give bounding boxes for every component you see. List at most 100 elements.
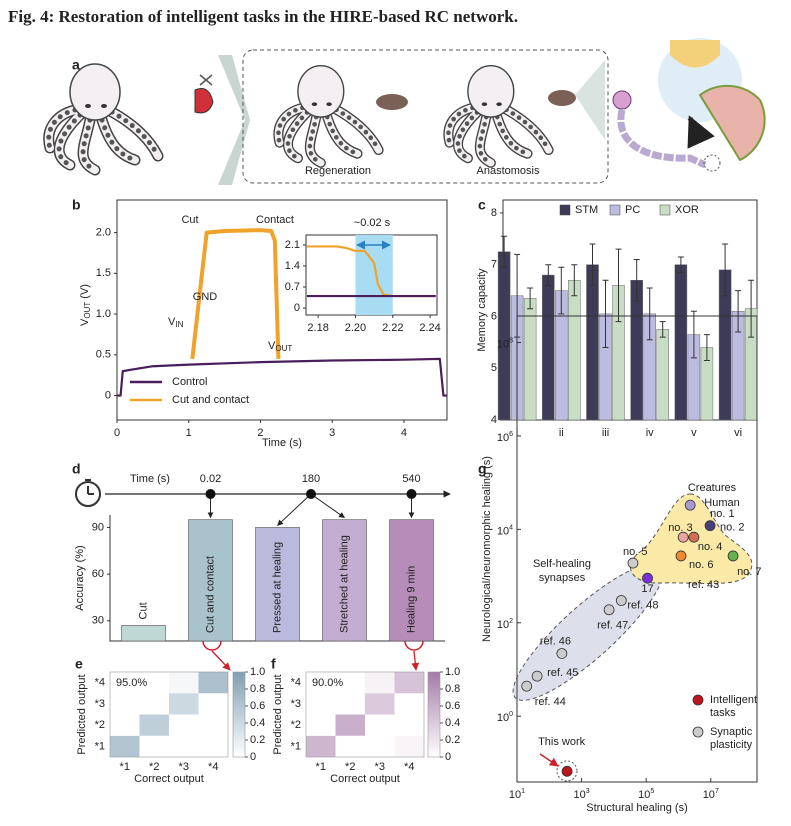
y-tick-label: 90 xyxy=(92,521,104,533)
bar xyxy=(674,264,688,421)
tick-base: 10 xyxy=(497,432,509,444)
caption: Anastomosis xyxy=(477,165,540,177)
colorbar-tick-label: 1.0 xyxy=(445,666,460,678)
error-bar xyxy=(646,287,653,341)
caption: Regeneration xyxy=(305,165,371,177)
colorbar-tick-label: 0.2 xyxy=(250,734,265,746)
y-tick-label: 2.1 xyxy=(285,239,300,251)
y-tick-label: 2.0 xyxy=(96,226,111,238)
colorbar-tick-label: 0.6 xyxy=(250,700,265,712)
y-tick-label: 60 xyxy=(92,568,104,580)
tick-base: 10 xyxy=(497,338,509,350)
point-label: ref. 47 xyxy=(597,620,628,632)
tick-base: 10 xyxy=(703,789,715,801)
arrow xyxy=(539,753,559,767)
point xyxy=(684,499,696,511)
bar-label: Healing 9 min xyxy=(405,566,417,633)
series-line xyxy=(190,228,281,360)
tick-base: 10 xyxy=(509,789,521,801)
heat-cell xyxy=(139,672,169,694)
heat-cell xyxy=(169,693,199,715)
error-bar xyxy=(703,334,710,361)
x-axis-label: Correct output xyxy=(134,773,204,785)
panel-label: c xyxy=(478,197,486,213)
heat-cell xyxy=(139,735,169,757)
y-axis-label-main: V xyxy=(79,318,91,326)
error-bar xyxy=(722,243,729,297)
heat-cell xyxy=(365,714,395,736)
y-axis-label: Memory capacity xyxy=(476,268,488,352)
neuron-end xyxy=(703,154,721,172)
legend-label: PC xyxy=(625,204,640,216)
bar xyxy=(322,519,367,642)
point-label: This work xyxy=(538,736,586,748)
x-tick-label: 0 xyxy=(114,427,120,439)
legend-swatch xyxy=(559,204,571,216)
bar xyxy=(523,298,537,421)
heat-cell xyxy=(169,735,199,757)
y-tick-label: *4 xyxy=(95,677,105,689)
y-axis-label: Predicted output xyxy=(76,674,88,754)
y-tick-label: *2 xyxy=(291,719,301,731)
point xyxy=(521,680,533,692)
plot-frame xyxy=(516,315,758,783)
timeline-arrow xyxy=(310,493,345,519)
error-bar xyxy=(748,279,755,338)
muscle xyxy=(698,84,766,162)
heat-cell xyxy=(365,672,395,694)
y-axis-label: VOUT (V) xyxy=(79,284,92,326)
error-bar xyxy=(659,321,666,338)
bar-label: Cut xyxy=(137,602,149,619)
point xyxy=(627,557,639,569)
bar xyxy=(656,329,669,421)
chevron xyxy=(218,55,250,185)
colorbar xyxy=(427,671,441,758)
tick-exponent: 0 xyxy=(509,711,513,718)
point-label: no. 3 xyxy=(668,522,692,534)
y-axis-label-unit: (V) xyxy=(79,284,91,302)
heat-cell xyxy=(394,735,424,757)
y-tick-label: 0 xyxy=(105,389,111,401)
tick-label: 100 xyxy=(497,711,513,724)
heat-frame xyxy=(305,671,425,758)
x-tick-label: v xyxy=(691,427,697,439)
heat-cell xyxy=(110,735,140,757)
x-tick-label: 2.18 xyxy=(307,322,328,334)
tick-exponent: 5 xyxy=(650,788,654,795)
annotation: Creatures xyxy=(688,482,737,494)
annotation: Contact xyxy=(256,214,294,226)
colorbar-tick-label: 0.4 xyxy=(250,717,265,729)
x-tick-label: *3 xyxy=(179,761,189,773)
error-bar xyxy=(558,266,565,315)
legend-label: plasticity xyxy=(710,739,753,751)
error-bar xyxy=(545,264,552,286)
colorbar-tick-label: 0.2 xyxy=(445,734,460,746)
point-label: no. 6 xyxy=(689,559,713,571)
timeline-label: Time (s) xyxy=(130,473,170,485)
tick-base: 10 xyxy=(497,619,509,631)
time-label: 0.02 xyxy=(200,473,221,485)
y-tick-label: 1.5 xyxy=(96,267,111,279)
heat-cell xyxy=(394,693,424,715)
point-label: ref. 46 xyxy=(540,635,571,647)
heat-cell xyxy=(198,735,228,757)
panel-label: g xyxy=(478,461,487,477)
heat-cell xyxy=(335,672,365,694)
time-dot xyxy=(306,489,316,499)
tick-base: 10 xyxy=(574,789,586,801)
terminal-label-sub: IN xyxy=(175,320,183,329)
heat-cell xyxy=(306,714,336,736)
point xyxy=(603,604,615,616)
legend-label: tasks xyxy=(710,707,736,719)
tick-exponent: 7 xyxy=(715,788,719,795)
legend-label: XOR xyxy=(675,204,699,216)
legend-label: Cut and contact xyxy=(172,394,249,406)
x-tick-label: *2 xyxy=(345,761,355,773)
heat-cell xyxy=(139,693,169,715)
heat-cell xyxy=(365,693,395,715)
x-tick-label: ii xyxy=(559,427,564,439)
y-tick-label: *1 xyxy=(95,740,105,752)
tick-label: 107 xyxy=(703,788,719,801)
terminal-label-main: V xyxy=(268,340,276,352)
